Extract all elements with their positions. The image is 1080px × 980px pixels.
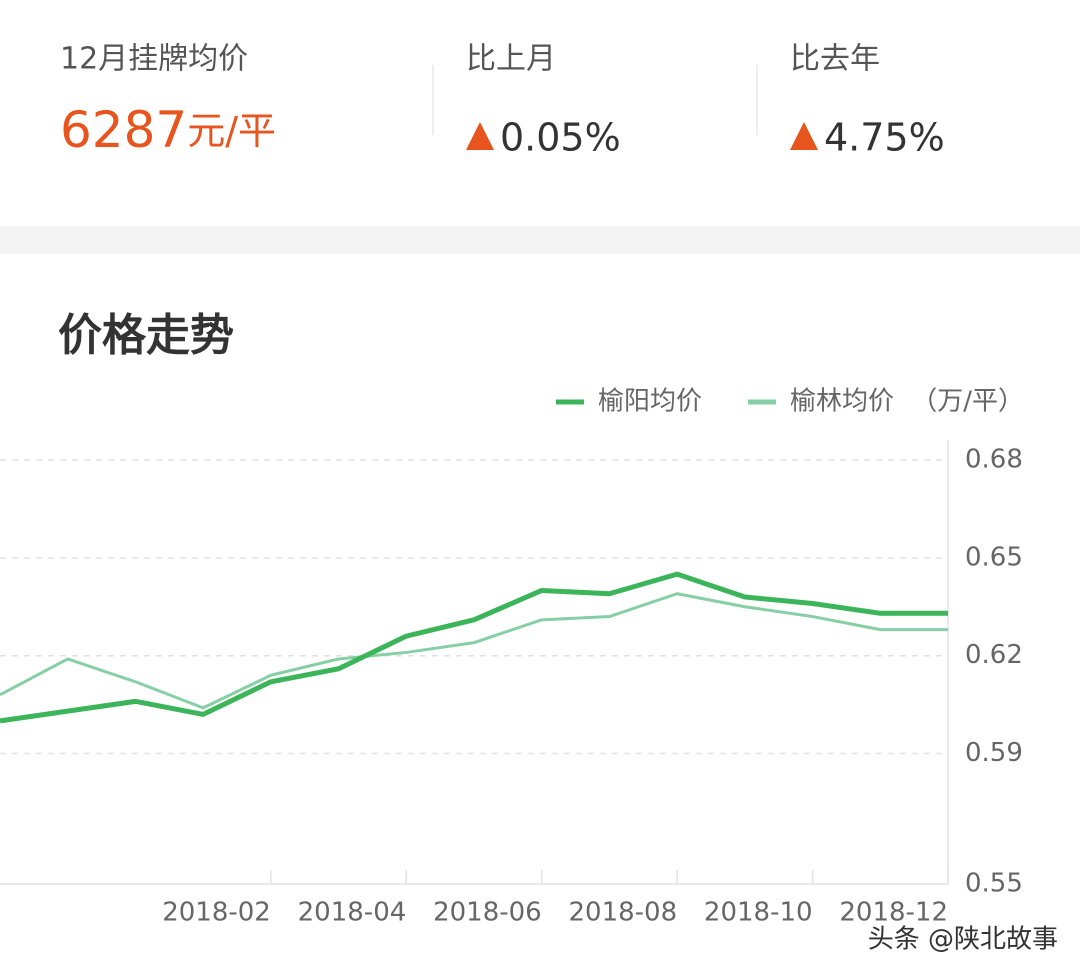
x-tick-label: 2018-08: [569, 898, 678, 928]
y-tick-label: 0.59: [965, 738, 1023, 768]
up-arrow: [466, 122, 494, 150]
unit-label: （万/平）: [911, 387, 1024, 417]
x-tick-label: 2018-12: [839, 898, 948, 928]
stat-label: 12月挂牌均价: [60, 42, 248, 77]
y-tick-label: 0.65: [965, 542, 1023, 572]
x-tick-label: 2018-06: [433, 898, 542, 928]
price: 6287: [60, 101, 187, 159]
stat-value: 6287元/平: [60, 101, 276, 159]
y-tick-label: 0.55: [965, 869, 1023, 899]
x-tick-label: 2018-04: [298, 898, 407, 928]
chart-title: 价格走势: [58, 310, 234, 361]
y-tick-label: 0.68: [965, 445, 1023, 475]
x-tick-label: 2018-02: [162, 898, 271, 928]
y-tick-label: 0.62: [965, 640, 1023, 670]
legend-label: 榆林均价: [790, 387, 894, 417]
stat-label: 比去年: [790, 42, 880, 77]
section-divider: [0, 226, 1080, 254]
legend-label: 榆阳均价: [598, 387, 702, 417]
series-line: [0, 571, 948, 724]
up-arrow: [790, 122, 818, 150]
stat-label: 比上月: [466, 42, 556, 77]
stat-value: 0.05%: [500, 116, 621, 160]
series-line: [0, 592, 948, 710]
x-tick-label: 2018-10: [704, 898, 813, 928]
watermark: 头条 @陕北故事: [868, 925, 1058, 955]
stat-value: 4.75%: [824, 116, 945, 160]
price-unit: 元/平: [187, 109, 276, 153]
